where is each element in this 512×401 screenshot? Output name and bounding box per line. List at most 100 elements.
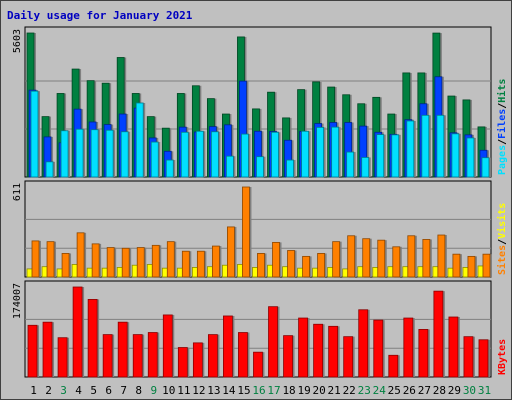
kbytes-bar — [57, 337, 70, 378]
sites-bar — [422, 239, 432, 278]
day-group — [223, 315, 235, 378]
panel-kbytes: 174007 KBytes — [12, 280, 508, 378]
day-group — [297, 255, 312, 278]
sites-bar — [121, 247, 132, 278]
day-group — [27, 324, 39, 378]
sites-bar — [151, 244, 162, 278]
day-group — [26, 240, 41, 278]
y-axis-max-label: 5603 — [12, 29, 23, 53]
sites-bar — [467, 255, 477, 278]
sites-bar — [166, 241, 177, 278]
kbytes-bar — [238, 332, 250, 378]
kbytes-bar — [192, 342, 205, 378]
kbytes-bar — [448, 316, 460, 378]
sites-bar — [332, 241, 342, 278]
x-tick-label: 21 — [328, 384, 341, 397]
sites-bar — [452, 253, 462, 278]
sites-bar — [31, 240, 41, 278]
kbytes-bar — [72, 286, 85, 378]
kbytes-bar — [358, 309, 370, 378]
pages-bar — [316, 126, 326, 178]
day-group — [358, 309, 370, 378]
pages-bar — [105, 129, 116, 178]
day-group — [237, 36, 251, 178]
day-group — [117, 321, 130, 378]
day-group — [86, 80, 101, 178]
x-tick-label: 13 — [207, 384, 220, 397]
kbytes-bar — [223, 315, 235, 378]
x-tick-label: 24 — [373, 384, 387, 397]
x-tick-label: 3 — [60, 384, 67, 397]
day-group — [402, 235, 417, 278]
x-tick-label: 4 — [75, 384, 82, 397]
x-tick-label: 29 — [448, 384, 461, 397]
sites-bar — [437, 234, 447, 278]
x-tick-label: 9 — [150, 384, 157, 397]
day-group — [283, 335, 295, 378]
day-group — [161, 127, 176, 178]
sites-bar — [272, 241, 282, 278]
sites-bar — [181, 250, 192, 278]
sites-bar — [76, 232, 87, 278]
day-group — [101, 82, 116, 178]
y-axis-max-label: 174007 — [12, 283, 23, 319]
day-group — [432, 234, 447, 278]
day-group — [372, 239, 387, 278]
day-group — [403, 317, 415, 378]
day-group — [432, 32, 446, 178]
legend-entry-sep: / — [497, 239, 508, 245]
day-group — [402, 72, 416, 178]
day-group — [462, 255, 477, 278]
day-group — [238, 332, 250, 378]
kbytes-bar — [177, 347, 190, 378]
legend-entry-files: Files — [496, 109, 508, 139]
pages-bar — [331, 126, 341, 178]
day-group — [41, 241, 57, 278]
sites-bar — [46, 241, 57, 278]
kbytes-bar — [147, 332, 160, 378]
x-tick-label: 10 — [162, 384, 175, 397]
day-group — [191, 85, 206, 178]
day-group — [477, 126, 491, 178]
day-group — [252, 108, 266, 178]
day-group — [192, 342, 205, 378]
day-group — [387, 113, 401, 178]
sites-bar — [106, 247, 117, 278]
x-tick-label: 26 — [403, 384, 416, 397]
day-group — [56, 93, 71, 178]
pages-bar — [210, 131, 221, 178]
sites-bar — [347, 235, 357, 278]
pages-bar — [481, 157, 491, 178]
pages-bar — [361, 157, 371, 178]
x-tick-label: 18 — [282, 384, 295, 397]
kbytes-bar — [283, 335, 295, 378]
kbytes-bar — [328, 325, 340, 378]
kbytes-bar — [463, 336, 475, 378]
day-group — [448, 316, 460, 378]
kbytes-bar — [313, 323, 325, 378]
day-group — [447, 253, 462, 278]
day-group — [343, 336, 355, 378]
sites-bar — [91, 243, 102, 278]
legend-entry-kbytes: KBytes — [497, 339, 508, 375]
day-group — [176, 93, 191, 178]
day-group — [41, 116, 56, 178]
legend-entry-pages: Pages — [497, 145, 508, 175]
day-group — [72, 286, 85, 378]
x-tick-label: 27 — [418, 384, 431, 397]
legend-entry-sites: Sites — [496, 245, 508, 275]
day-group — [131, 93, 146, 178]
pages-bar — [421, 114, 431, 178]
day-group — [86, 243, 102, 278]
x-tick-label: 31 — [478, 384, 491, 397]
pages-bar — [90, 129, 101, 178]
pages-bar — [391, 134, 401, 178]
kbytes-bar — [403, 317, 415, 378]
day-group — [162, 314, 175, 378]
kbytes-bar — [343, 336, 355, 378]
sites-bar — [257, 253, 267, 278]
x-tick-label: 19 — [297, 384, 310, 397]
sites-bar — [362, 238, 372, 278]
legend: Sites/Visits — [496, 203, 508, 275]
